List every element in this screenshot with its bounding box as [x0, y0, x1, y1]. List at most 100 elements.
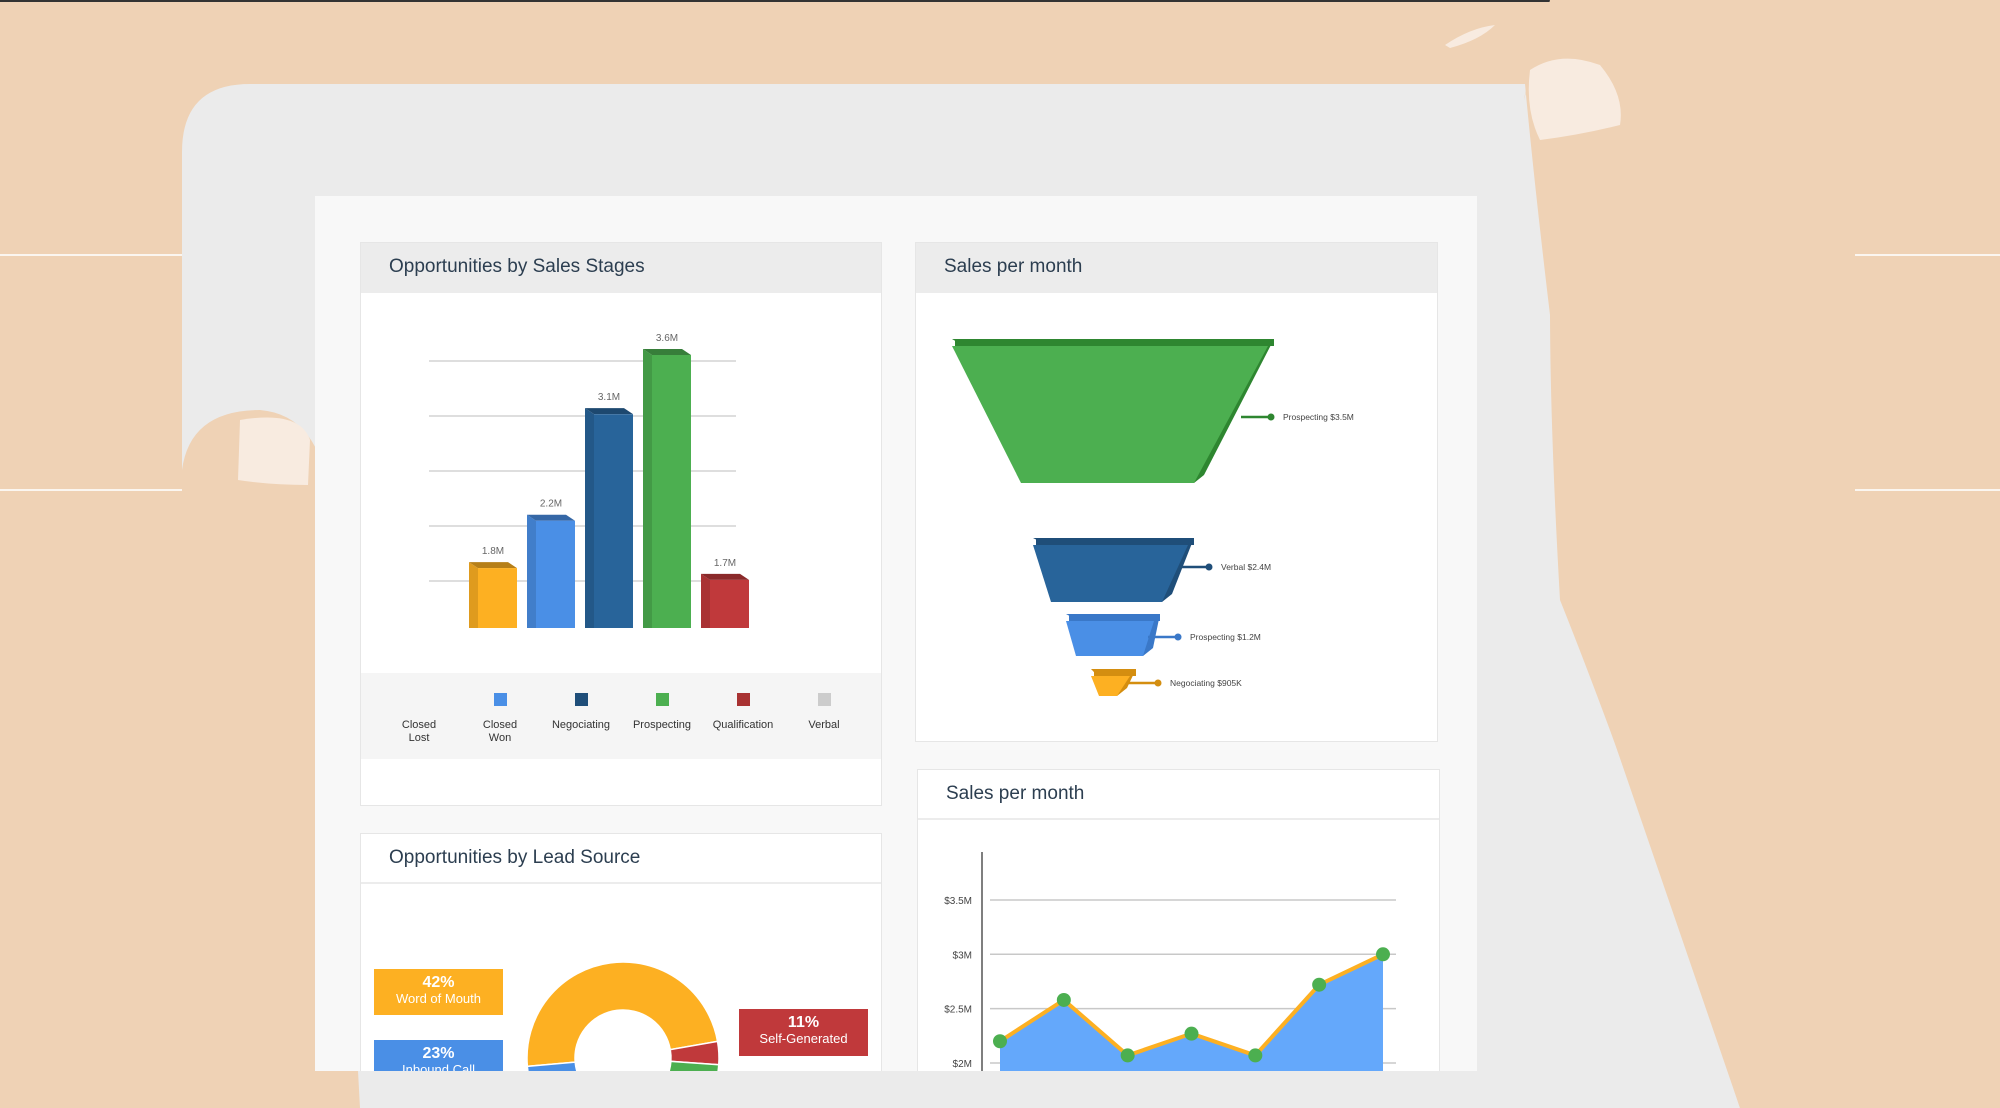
funnel-leader-dot [1174, 633, 1182, 641]
legend-label: Qualification [712, 719, 774, 731]
tag-percent: 11% [787, 1014, 820, 1031]
monthly-sales-card: Sales per month $3.5M $3M $2.5M $2M [917, 769, 1440, 1071]
funnel-leader-dot [1205, 563, 1213, 571]
card-title: Opportunities by Lead Source [361, 834, 881, 884]
tag-percent: 23% [422, 1045, 455, 1062]
bar-top [643, 349, 691, 355]
card-title: Opportunities by Sales Stages [361, 243, 881, 293]
legend-label-line2: Won [488, 732, 512, 744]
left-thumbnail-icon [238, 417, 310, 485]
funnel-leader-dot [1267, 413, 1275, 421]
legend-item[interactable]: Qualification [703, 693, 783, 732]
bar-face [594, 414, 633, 628]
y-tick-label: $3M [953, 950, 972, 961]
data-point [1312, 977, 1327, 992]
legend-label: Prospecting [632, 719, 692, 731]
data-point [1376, 947, 1390, 962]
bar-face [710, 579, 749, 628]
donut-slice [668, 1060, 720, 1071]
bar-data-label: 3.1M [598, 392, 620, 403]
y-tick-label: $2.5M [944, 1005, 972, 1016]
bar-side [643, 349, 652, 628]
word-of-mouth-tag: 42% Word of Mouth [374, 969, 503, 1015]
tag-label: Inbound Call [402, 1062, 475, 1071]
lead-source-card: Opportunities by Lead Source 42% Word of… [360, 833, 882, 1071]
tag-label: Word of Mouth [395, 991, 482, 1006]
bar-side [701, 573, 710, 628]
legend-swatch [817, 693, 831, 706]
sales-stages-card: Opportunities by Sales Stages 1.8M 2.2M 3.… [360, 242, 882, 806]
y-tick-label: $2M [953, 1059, 972, 1070]
funnel-stage: Negociating $905K [1091, 669, 1242, 696]
chart-legend: Closed Lost Closed Won Negociating Prospectin… [361, 673, 881, 759]
data-point [1120, 1048, 1135, 1063]
legend-item[interactable]: Closed Won [460, 693, 540, 745]
legend-item[interactable]: Verbal [784, 693, 864, 732]
legend-label: Closed [401, 719, 437, 731]
bar-face [536, 520, 575, 628]
funnel-label: Negociating $905K [1170, 678, 1242, 688]
legend-swatch [413, 693, 426, 706]
legend-item[interactable]: Negociating [541, 693, 621, 732]
funnel-card: Sales per month Prospecting $3.5M Verbal … [915, 242, 1438, 742]
funnel-face [1091, 676, 1130, 696]
bar-negociating [585, 408, 633, 628]
bar-data-label: 3.6M [656, 333, 678, 344]
bar-face [652, 355, 691, 628]
dashboard-screen: Opportunities by Sales Stages 1.8M 2.2M 3.… [315, 196, 1477, 1071]
donut-slice [526, 961, 719, 1068]
funnel-label: Verbal $2.4M [1221, 562, 1271, 572]
tag-percent: 42% [422, 974, 455, 991]
funnel-top [1094, 669, 1136, 676]
legend-swatch [574, 693, 588, 706]
legend-swatch [493, 693, 507, 706]
funnel-leader-dot [1154, 679, 1162, 687]
legend-item[interactable]: Prospecting [622, 693, 702, 732]
y-tick-label: $3.5M [944, 896, 972, 907]
bar-side [469, 562, 478, 628]
sales-funnel-chart: Prospecting $3.5M Verbal $2.4M Prospecting… [952, 339, 1354, 696]
right-hand [1524, 0, 2000, 1108]
bar-side [527, 514, 536, 628]
funnel-face [952, 346, 1268, 483]
card-title: Sales per month [916, 243, 1437, 293]
legend-item[interactable]: Closed Lost [379, 693, 459, 745]
legend-label: Negociating [551, 719, 611, 731]
legend-label-line2: Lost [408, 732, 430, 744]
card-title: Sales per month [918, 770, 1439, 820]
bar-closed-won [527, 514, 575, 628]
funnel-stage: Verbal $2.4M [1033, 538, 1271, 602]
top-edge-line [0, 0, 1550, 2]
data-point [1056, 992, 1071, 1007]
self-generated-tag: 11% Self-Generated [739, 1009, 868, 1056]
bar-closed-lost [469, 562, 517, 628]
lead-source-donut-chart [526, 961, 720, 1071]
funnel-stage: Prospecting $3.5M [952, 339, 1354, 483]
tag-label: Self-Generated [759, 1031, 848, 1046]
data-point [1184, 1026, 1199, 1041]
donut-slice [526, 1061, 578, 1071]
bar-top [469, 562, 517, 569]
data-point [993, 1034, 1007, 1049]
area-fill [1000, 954, 1383, 1071]
bar-data-label: 1.8M [482, 546, 504, 557]
monthly-sales-area-chart: $3.5M $3M $2.5M $2M [944, 852, 1396, 1071]
bar-top [527, 514, 575, 521]
legend-label: Closed [482, 719, 518, 731]
legend-swatch [655, 693, 669, 706]
funnel-face [1033, 545, 1188, 602]
bar-top [585, 408, 633, 415]
data-point [1248, 1048, 1263, 1063]
funnel-top [955, 339, 1274, 346]
bar-prospecting [643, 349, 691, 628]
funnel-label: Prospecting $3.5M [1283, 412, 1354, 422]
funnel-stage: Prospecting $1.2M [1066, 614, 1261, 656]
funnel-label: Prospecting $1.2M [1190, 632, 1261, 642]
bar-data-label: 2.2M [540, 499, 562, 510]
sales-stages-bar-chart: 1.8M2.2M3.1M3.6M1.7M905.7K [429, 333, 749, 628]
right-fingernail-icon [1528, 58, 1621, 140]
inbound-call-tag: 23% Inbound Call [374, 1040, 503, 1071]
small-nail-icon [1445, 25, 1495, 48]
funnel-top [1069, 614, 1160, 621]
bar-face [478, 568, 517, 628]
